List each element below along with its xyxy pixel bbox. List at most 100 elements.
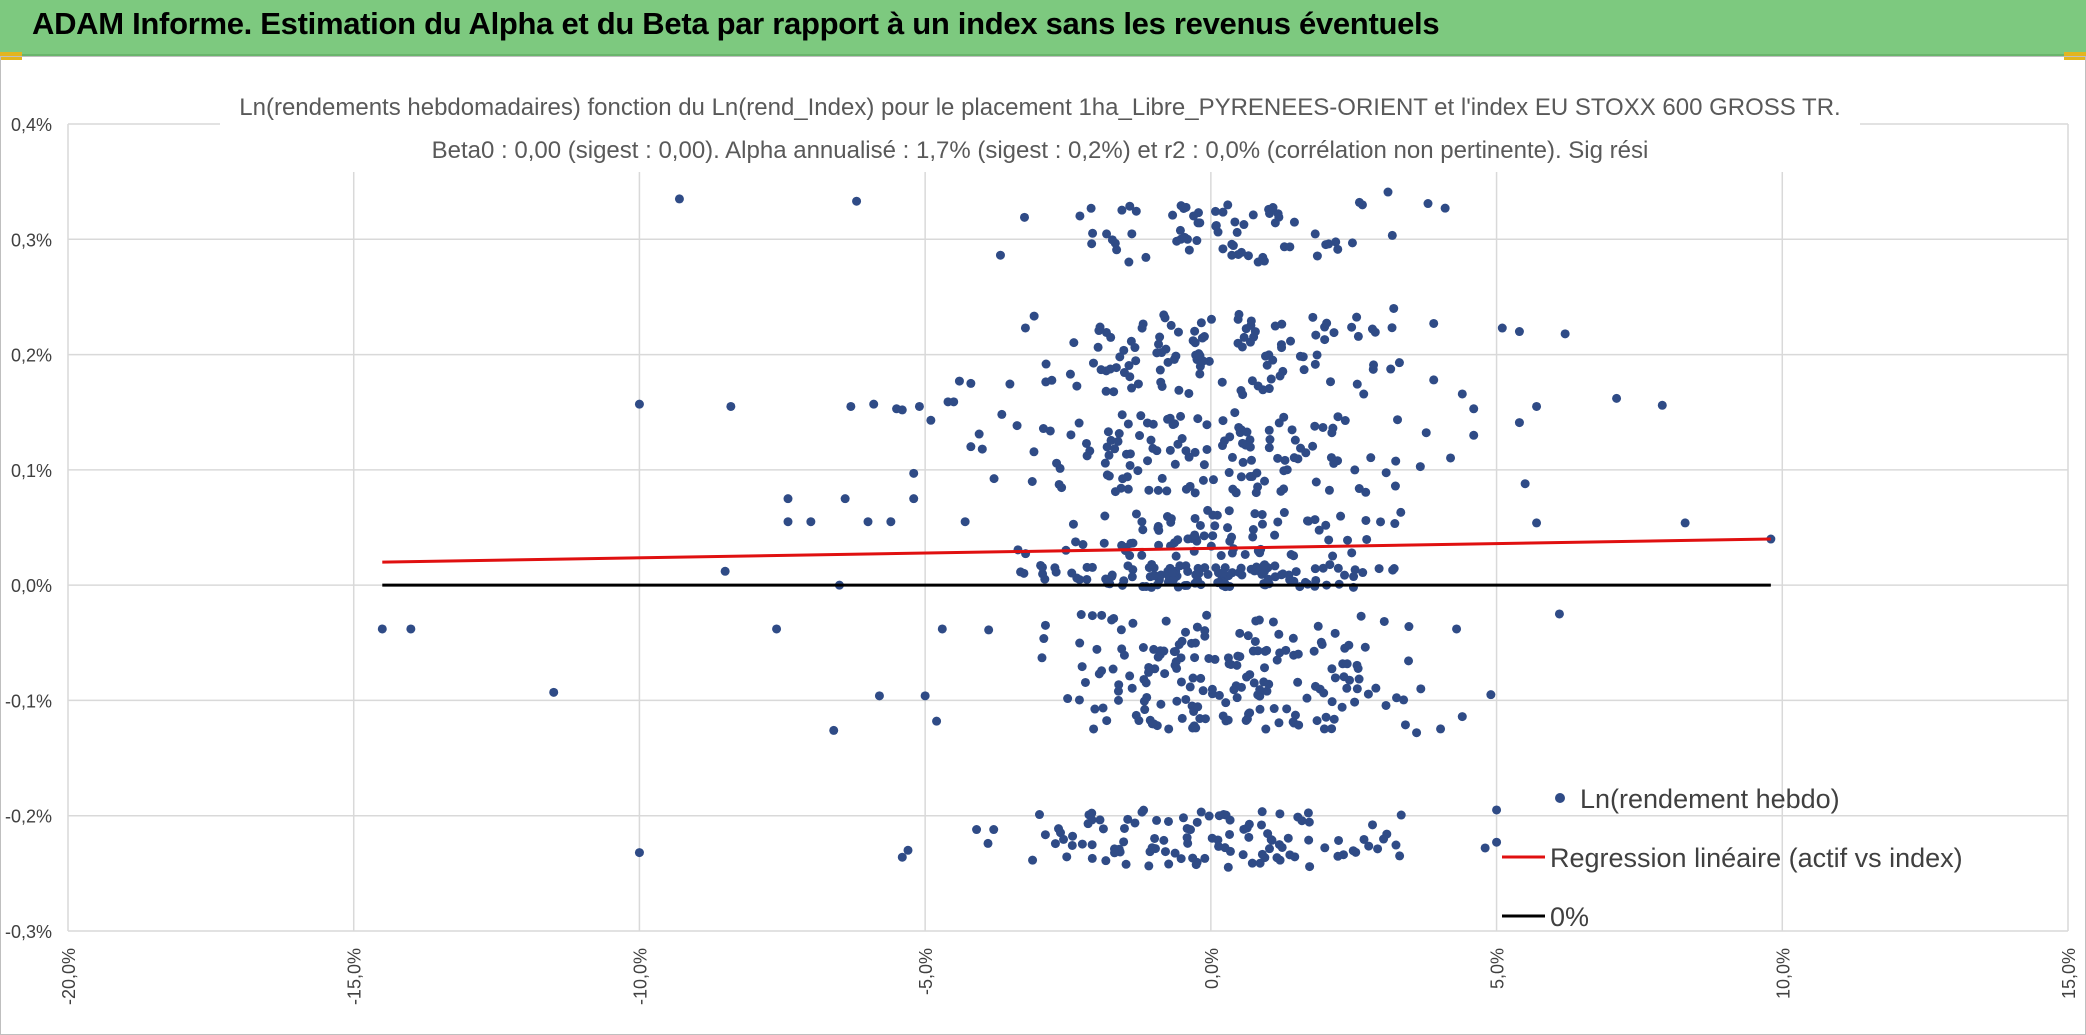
data-point <box>1216 551 1226 561</box>
data-point <box>1161 616 1171 626</box>
data-point <box>1139 674 1149 684</box>
data-point <box>1532 401 1542 411</box>
data-point <box>1248 646 1258 656</box>
data-point <box>1272 655 1282 665</box>
data-point <box>1131 356 1141 366</box>
data-point <box>852 196 862 206</box>
data-point <box>1119 368 1129 378</box>
data-point <box>1327 724 1337 734</box>
data-point <box>1241 715 1251 725</box>
data-point <box>1099 538 1109 548</box>
data-point <box>549 687 559 697</box>
data-point <box>1281 645 1291 655</box>
data-point <box>1118 474 1128 484</box>
data-point <box>1251 616 1261 626</box>
data-point <box>1198 686 1208 696</box>
data-point <box>1240 549 1250 559</box>
data-point <box>1320 843 1330 853</box>
data-point <box>1131 710 1141 720</box>
data-point <box>1285 242 1295 252</box>
data-point <box>1221 716 1231 726</box>
data-point <box>1156 699 1166 709</box>
x-tick-label: 5,0% <box>1488 948 1508 989</box>
data-point <box>1234 568 1244 578</box>
data-point <box>1195 369 1205 379</box>
data-point <box>1211 221 1221 231</box>
data-point <box>1290 852 1300 862</box>
data-point <box>1311 330 1321 340</box>
x-tick-label: -10,0% <box>630 948 650 1005</box>
data-point <box>1361 515 1371 525</box>
data-point <box>1102 229 1112 239</box>
data-point <box>1429 318 1439 328</box>
data-point <box>1265 435 1275 445</box>
data-point <box>1208 531 1218 541</box>
legend-label-points: Ln(rendement hebdo) <box>1580 784 1840 814</box>
data-point <box>863 517 873 527</box>
data-point <box>1159 835 1169 845</box>
data-point <box>932 716 942 726</box>
data-point <box>1077 662 1087 672</box>
data-point <box>972 825 982 835</box>
data-point <box>1330 628 1340 638</box>
data-point <box>1199 332 1209 342</box>
data-point <box>1173 327 1183 337</box>
y-tick-label: 0,4% <box>11 115 52 135</box>
data-point <box>989 474 999 484</box>
data-point <box>1336 511 1346 521</box>
data-point <box>1097 666 1107 676</box>
data-point <box>1200 563 1210 573</box>
data-point <box>1383 187 1393 197</box>
data-point <box>829 725 839 735</box>
data-point <box>960 517 970 527</box>
data-point <box>1273 453 1283 463</box>
data-point <box>772 624 782 634</box>
data-point <box>1282 704 1292 714</box>
data-point <box>1172 696 1182 706</box>
data-point <box>1218 244 1228 254</box>
data-point <box>1163 816 1173 826</box>
chart-subtitle: Beta0 : 0,00 (sigest : 0,00). Alpha annu… <box>432 137 1649 164</box>
data-point <box>1318 422 1328 432</box>
data-point <box>1274 212 1284 222</box>
data-point <box>1270 530 1280 540</box>
data-point <box>1350 565 1360 575</box>
data-point <box>1155 365 1165 375</box>
data-point <box>1310 515 1320 525</box>
data-point <box>1117 540 1127 550</box>
data-point <box>1308 441 1318 451</box>
data-point <box>1154 525 1164 535</box>
data-point <box>1107 570 1117 580</box>
data-point <box>1199 460 1209 470</box>
data-point <box>1312 350 1322 360</box>
data-point <box>1331 237 1341 247</box>
data-point <box>1354 197 1364 207</box>
tick-layer: -0,3% -0,2% -0,1% 0,0% 0,1% 0,2% 0,3% 0,4% -20,0… <box>5 115 2079 1005</box>
data-point <box>1469 404 1479 414</box>
data-point <box>1299 365 1309 375</box>
data-point <box>1235 652 1245 662</box>
data-point <box>1200 626 1210 636</box>
data-point <box>1250 327 1260 337</box>
data-point <box>1037 562 1047 572</box>
data-point <box>1082 574 1092 584</box>
data-point <box>1238 438 1248 448</box>
data-point <box>840 494 850 504</box>
y-tick-label: -0,2% <box>5 807 52 827</box>
data-point <box>1181 694 1191 704</box>
data-point <box>1102 716 1112 726</box>
data-point <box>869 399 879 409</box>
grid-layer <box>67 123 2069 932</box>
data-point <box>1101 386 1111 396</box>
data-point <box>909 494 919 504</box>
data-point <box>997 409 1007 419</box>
data-point <box>1156 377 1166 387</box>
data-point <box>1142 418 1152 428</box>
data-point <box>1108 664 1118 674</box>
data-point <box>1289 453 1299 463</box>
data-point <box>1328 551 1338 561</box>
data-point <box>984 625 994 635</box>
data-point <box>1095 815 1105 825</box>
legend-point-marker <box>1555 793 1565 803</box>
data-point <box>920 691 930 701</box>
